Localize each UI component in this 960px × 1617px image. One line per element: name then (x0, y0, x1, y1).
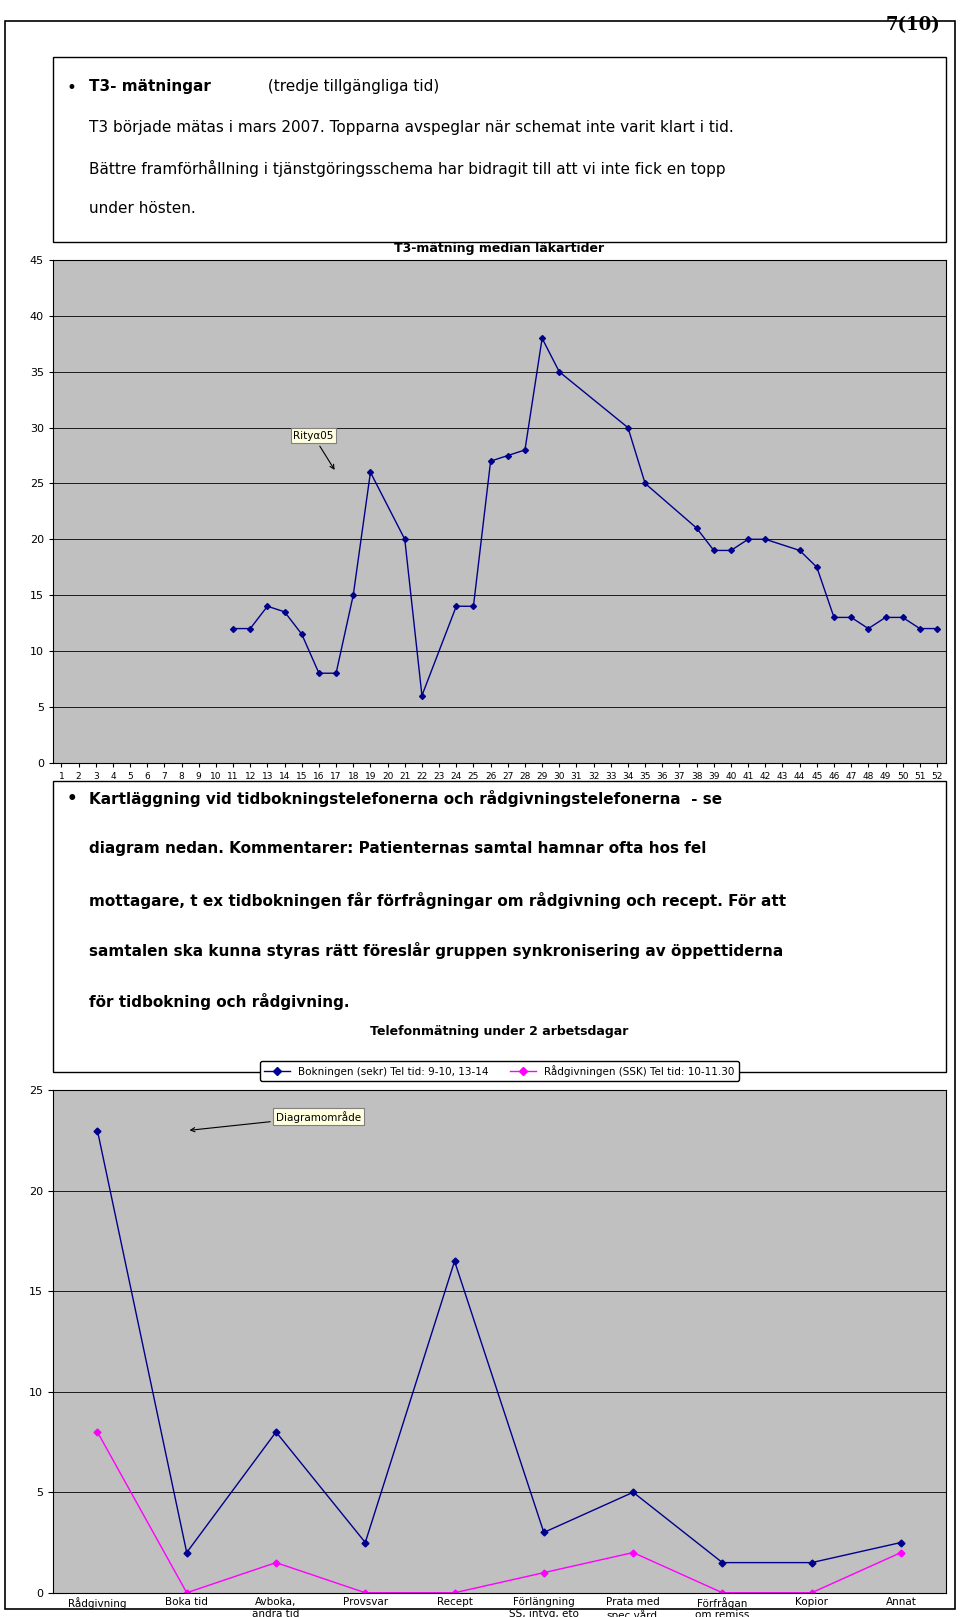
X-axis label: Veckorna 20, 23, 31-33, 36-37 är inte med i mätningen: Veckorna 20, 23, 31-33, 36-37 är inte me… (318, 787, 681, 800)
Text: mottagare, t ex tidbokningen får förfrågningar om rådgivning och recept. För att: mottagare, t ex tidbokningen får förfråg… (88, 891, 785, 909)
Text: under hösten.: under hösten. (88, 201, 195, 217)
Text: Telefonmätning under 2 arbetsdagar: Telefonmätning under 2 arbetsdagar (370, 1025, 629, 1038)
Legend: Bokningen (sekr) Tel tid: 9-10, 13-14, Rådgivningen (SSK) Tel tid: 10-11.30: Bokningen (sekr) Tel tid: 9-10, 13-14, R… (260, 1061, 738, 1082)
Text: (tredje tillgängliga tid): (tredje tillgängliga tid) (263, 79, 439, 94)
Text: T3 började mätas i mars 2007. Topparna avspeglar när schemat inte varit klart i : T3 började mätas i mars 2007. Topparna a… (88, 120, 733, 134)
Text: diagram nedan. Kommentarer: Patienternas samtal hamnar ofta hos fel: diagram nedan. Kommentarer: Patienternas… (88, 841, 706, 855)
Text: för tidbokning och rådgivning.: för tidbokning och rådgivning. (88, 993, 349, 1011)
Text: T3- mätningar: T3- mätningar (88, 79, 210, 94)
Title: T3-mätning median läkartider: T3-mätning median läkartider (395, 243, 604, 255)
Text: Bättre framförhållning i tjänstgöringsschema har bidragit till att vi inte fick : Bättre framförhållning i tjänstgöringssc… (88, 160, 725, 178)
Text: •: • (66, 789, 77, 808)
Text: Rityα05: Rityα05 (293, 430, 334, 469)
Text: samtalen ska kunna styras rätt föreslår gruppen synkronisering av öppettiderna: samtalen ska kunna styras rätt föreslår … (88, 943, 782, 959)
Text: •: • (66, 79, 76, 97)
Text: Kartläggning vid tidbokningstelefonerna och rådgivningstelefonerna  - se: Kartläggning vid tidbokningstelefonerna … (88, 789, 722, 807)
Text: Diagramområde: Diagramområde (191, 1111, 361, 1132)
Text: 7(10): 7(10) (886, 16, 941, 34)
